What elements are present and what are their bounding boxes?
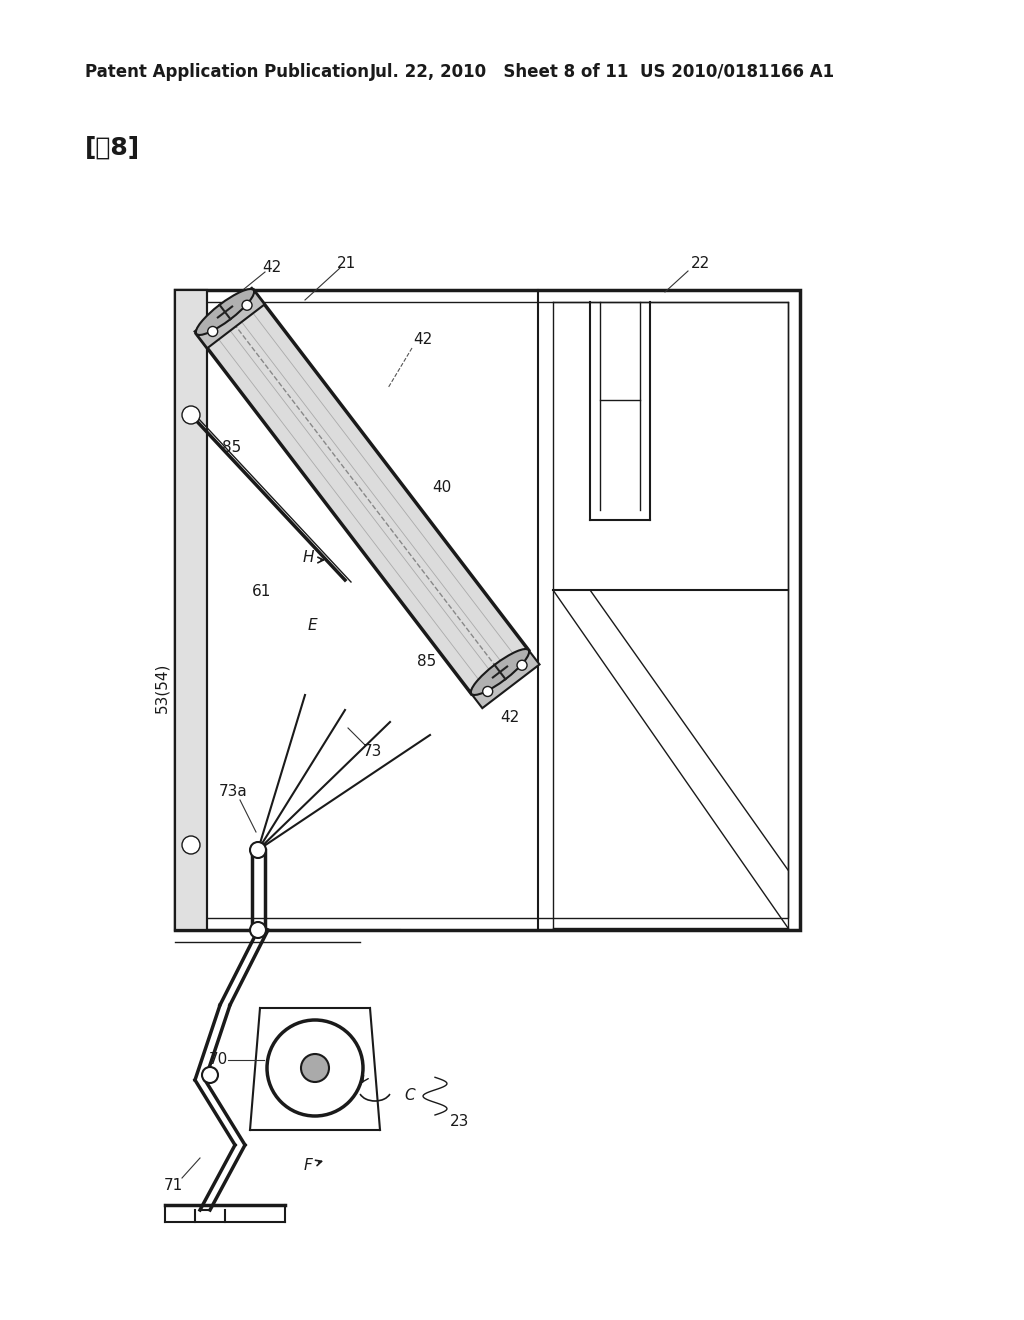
Bar [175,290,800,931]
Text: 23: 23 [451,1114,470,1130]
Circle shape [250,842,266,858]
Ellipse shape [471,649,529,696]
Text: 21: 21 [337,256,356,271]
Polygon shape [195,288,264,348]
Text: 42: 42 [262,260,282,276]
Bar [175,290,207,931]
Text: 70: 70 [208,1052,227,1068]
Circle shape [202,1067,218,1082]
Polygon shape [470,648,540,708]
Text: 40: 40 [432,480,452,495]
Text: 85: 85 [418,655,436,669]
Text: 73: 73 [362,744,382,759]
Text: E: E [307,618,316,632]
Text: 71: 71 [164,1177,182,1192]
Text: 42: 42 [501,710,519,726]
Circle shape [182,407,200,424]
Text: US 2010/0181166 A1: US 2010/0181166 A1 [640,63,835,81]
Text: C: C [404,1088,416,1102]
Text: 42: 42 [413,333,432,347]
Text: 22: 22 [690,256,710,272]
Circle shape [250,921,266,939]
Text: H: H [302,550,313,565]
Bar [175,290,207,931]
Circle shape [517,660,527,671]
Text: Patent Application Publication: Patent Application Publication [85,63,369,81]
Text: [图8]: [图8] [85,136,140,160]
Text: F: F [304,1158,312,1172]
Bar [187,302,788,917]
Text: 73a: 73a [219,784,248,800]
Text: Jul. 22, 2010   Sheet 8 of 11: Jul. 22, 2010 Sheet 8 of 11 [370,63,630,81]
Circle shape [267,1020,362,1115]
Circle shape [482,686,493,697]
Circle shape [208,326,218,337]
Polygon shape [197,290,528,694]
Text: 85: 85 [222,441,242,455]
Text: 53(54): 53(54) [155,663,170,713]
Text: 61: 61 [252,585,271,599]
Ellipse shape [196,289,254,335]
Circle shape [242,300,252,310]
Circle shape [301,1053,329,1082]
Circle shape [182,836,200,854]
